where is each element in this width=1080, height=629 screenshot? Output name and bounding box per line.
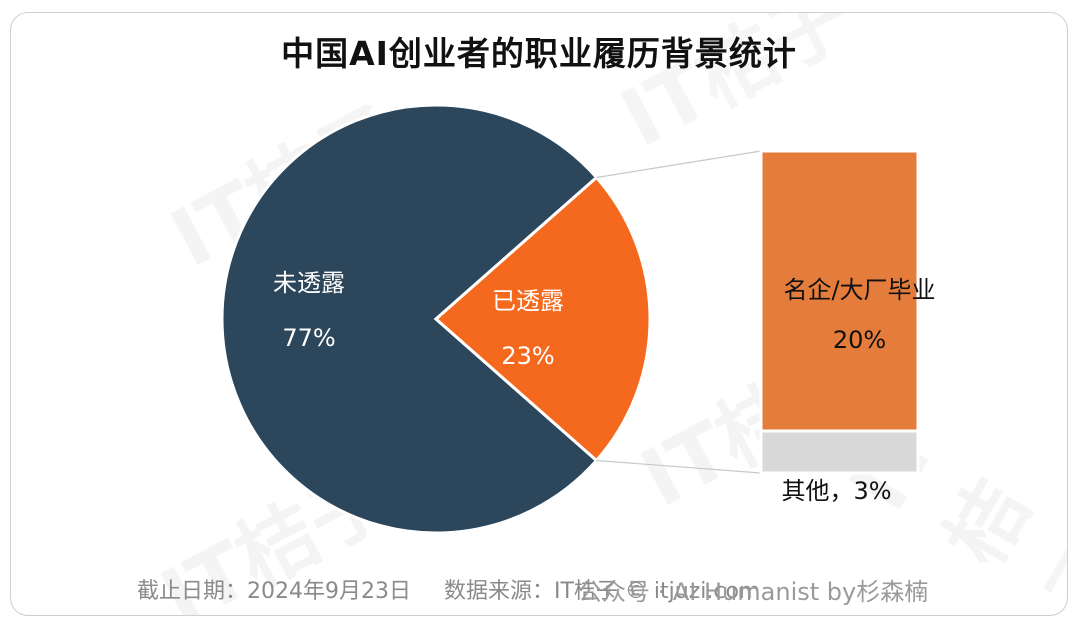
- pie-of-bar-chart: 未透露 77% 已透露 23% 名企/大厂毕业 20% 其他，3%: [220, 103, 936, 535]
- data-source: 数据来源：IT桔子 © itjuzi.com: [443, 579, 761, 604]
- connector-line-top: [596, 150, 762, 179]
- connector-line-bottom: [596, 459, 762, 474]
- slice-label-name: 已透露: [492, 287, 564, 315]
- slice-label-value: 23%: [501, 342, 554, 370]
- pie-slice-disclosed: [433, 175, 652, 463]
- pie: [220, 103, 652, 535]
- bar-segment-other: [759, 429, 920, 475]
- cutoff-date: 截止日期：2024年9月23日: [137, 579, 411, 604]
- footer-note: 截止日期：2024年9月23日 数据来源：IT桔子 © itjuzi.com: [137, 573, 786, 605]
- slice-label-name: 未透露: [273, 269, 345, 297]
- bar-label-value: 20%: [833, 326, 886, 354]
- bar-label-other: 其他，3%: [781, 477, 891, 505]
- chart-title: 中国AI创业者的职业履历背景统计: [281, 34, 797, 73]
- breakdown-bar: [759, 149, 920, 475]
- data-labels: 未透露 77% 已透露 23% 名企/大厂毕业 20% 其他，3%: [273, 269, 936, 505]
- pie-slice-undisclosed: [220, 103, 599, 535]
- chart-card: IT桔子 IT桔子 IT桔子 IT桔子 IT桔子 中国AI创业者的职业履历背景统…: [10, 12, 1068, 616]
- slice-label-value: 77%: [282, 324, 335, 352]
- publisher-watermark: 公众号 · AI Humanist by杉森楠: [578, 578, 929, 606]
- bar-label-name: 名企/大厂毕业: [783, 276, 935, 304]
- connector-lines: [596, 150, 762, 474]
